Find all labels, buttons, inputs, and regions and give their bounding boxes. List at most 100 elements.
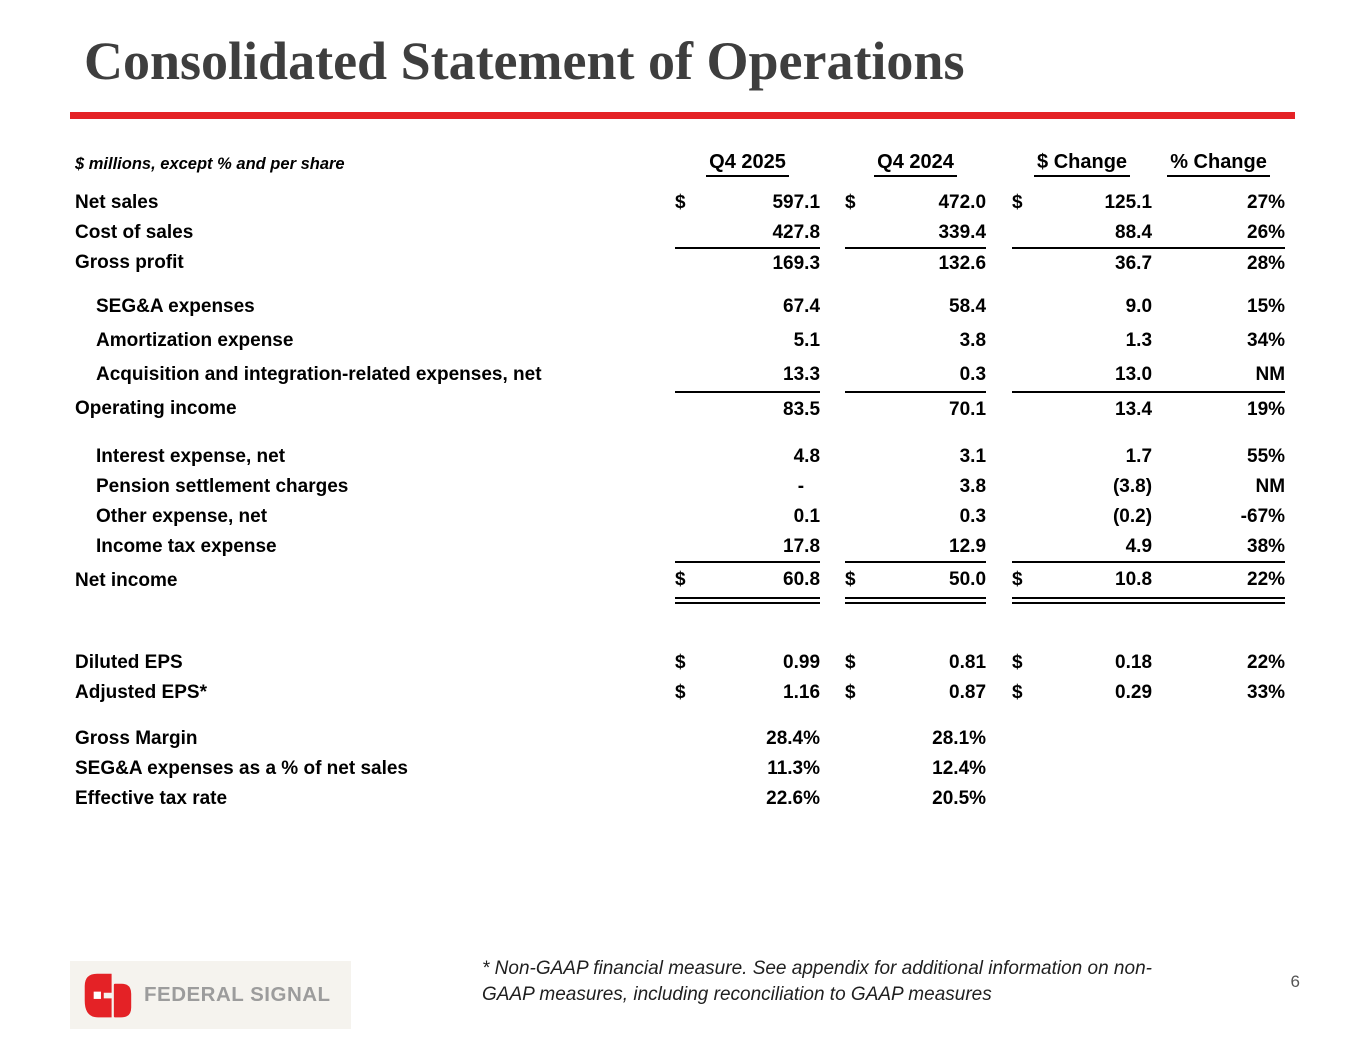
cell-label: Gross profit <box>75 252 184 273</box>
column-header-dollar-change: $ Change <box>1012 140 1152 177</box>
table-row: Effective tax rate 22.6% 20.5% <box>75 784 1285 814</box>
cell-q4-2024-dollar-sign <box>845 532 879 563</box>
cell-label: Pension settlement charges <box>96 476 349 497</box>
column-header-q4-2024: Q4 2024 <box>845 140 986 177</box>
cell-dollar-change-value: 13.0 <box>1045 358 1153 393</box>
cell-percent-change-value: 15% <box>1247 296 1286 317</box>
cell-gap <box>820 290 845 324</box>
cell-q4-2025-value: 5.1 <box>793 330 821 351</box>
page-number: 6 <box>1290 972 1300 991</box>
cell-q4-2024-value: 3.8 <box>959 330 987 351</box>
cell-q4-2024-value: 339.4 <box>878 218 987 249</box>
federal-signal-fs-monogram-icon <box>84 973 132 1018</box>
cell-q4-2025-value: 1.16 <box>783 682 821 703</box>
cell-q4-2024-dollar-sign: $ <box>845 682 856 703</box>
cell-label: Other expense, net <box>96 506 268 527</box>
cell-dollar-change-value: 1.7 <box>1125 446 1153 467</box>
logo-text: FEDERAL SIGNAL <box>144 983 331 1006</box>
cell-gap <box>820 442 845 472</box>
cell-percent-change-value: 34% <box>1247 330 1286 351</box>
cell-dollar-change-dollar-sign <box>1012 442 1045 472</box>
financial-table-wrap: $ millions, except % and per share Q4 20… <box>75 140 1286 814</box>
cell-dollar-change-value: 4.9 <box>1045 532 1153 563</box>
cell-label: Operating income <box>75 398 237 419</box>
cell-gap <box>986 562 1012 600</box>
cell-label: SEG&A expenses <box>96 296 255 317</box>
cell-percent-change-value: 26% <box>1152 218 1286 249</box>
cell-q4-2024-value: 50.0 <box>878 562 987 604</box>
cell-dollar-change-dollar-sign <box>1012 290 1045 324</box>
cell-label: Gross Margin <box>75 728 198 749</box>
cell-gap <box>986 754 1012 784</box>
cell-dollar-change-value: (3.8) <box>1112 476 1153 497</box>
cell-q4-2025-dollar-sign <box>675 218 710 249</box>
cell-q4-2024-value: 132.6 <box>938 252 987 274</box>
cell-q4-2024-value: 0.3 <box>959 506 987 527</box>
cell-q4-2024-dollar-sign <box>845 442 878 472</box>
cell-label: Interest expense, net <box>96 446 286 467</box>
cell-dollar-change-value: 125.1 <box>1104 192 1153 213</box>
cell-q4-2024-value: 12.9 <box>878 532 987 563</box>
cell-dollar-change-dollar-sign <box>1012 358 1046 393</box>
cell-q4-2025-dollar-sign <box>675 472 710 502</box>
cell-gap <box>986 358 1012 392</box>
cell-q4-2024-dollar-sign <box>845 392 878 426</box>
cell-gap <box>986 290 1012 324</box>
cell-dollar-change-dollar-sign <box>1012 248 1045 278</box>
spacer-cell <box>75 278 1285 290</box>
cell-dollar-change-dollar-sign <box>1012 784 1045 814</box>
cell-dollar-change-value: 88.4 <box>1045 218 1153 249</box>
non-gaap-footnote: * Non-GAAP financial measure. See append… <box>482 956 1202 1008</box>
federal-signal-logo: FEDERAL SIGNAL <box>70 961 351 1029</box>
cell-dollar-change-dollar-sign <box>1012 532 1046 563</box>
cell-gap <box>820 248 845 278</box>
cell-q4-2024-value: 472.0 <box>938 192 987 213</box>
cell-gap <box>820 324 845 358</box>
table-row: Net sales $597.1 $472.0 $125.1 27% <box>75 188 1285 218</box>
spacer-row <box>75 708 1285 724</box>
table-row: Gross Margin 28.4% 28.1% <box>75 724 1285 754</box>
cell-dollar-change-dollar-sign: $ <box>1012 652 1023 673</box>
cell-gap <box>820 188 845 218</box>
footnote-line-1: * Non-GAAP financial measure. See append… <box>482 958 1152 979</box>
cell-q4-2024-value: 0.81 <box>949 652 987 673</box>
cell-gap <box>986 502 1012 532</box>
cell-q4-2024-dollar-sign <box>845 324 878 358</box>
cell-q4-2024-value: 3.1 <box>959 446 987 467</box>
cell-q4-2025-value: 83.5 <box>783 398 821 420</box>
column-header-percent-change: % Change <box>1152 140 1285 177</box>
cell-gap <box>820 502 845 532</box>
spacer-row <box>75 600 1285 648</box>
cell-dollar-change-dollar-sign: $ <box>1012 682 1023 703</box>
table-row: Income tax expense 17.8 12.9 4.9 38% <box>75 532 1286 563</box>
cell-label: Adjusted EPS* <box>75 682 207 703</box>
cell-q4-2025-dollar-sign <box>675 290 710 324</box>
cell-q4-2025-value: 22.6% <box>766 788 821 809</box>
cell-q4-2025-dollar-sign <box>675 754 710 784</box>
cell-gap <box>820 754 845 784</box>
cell-percent-change-value: NM <box>1152 358 1286 393</box>
cell-q4-2025-dollar-sign: $ <box>675 682 686 703</box>
financial-table: $ millions, except % and per share Q4 20… <box>75 140 1286 814</box>
cell-gap <box>820 392 845 426</box>
cell-label: Cost of sales <box>75 222 194 243</box>
cell-dollar-change-dollar-sign <box>1012 754 1045 784</box>
cell-q4-2025-value: 427.8 <box>710 218 821 249</box>
cell-q4-2025-dollar-sign: $ <box>675 652 686 673</box>
column-gap <box>820 140 845 174</box>
cell-gap <box>986 324 1012 358</box>
footnote-line-2: GAAP measures, including reconciliation … <box>482 984 992 1005</box>
cell-gap <box>820 562 845 600</box>
table-row: Amortization expense 5.1 3.8 1.3 34% <box>75 324 1285 358</box>
cell-q4-2024-value: 58.4 <box>949 296 987 317</box>
cell-q4-2025-value: 597.1 <box>772 192 821 213</box>
cell-gap <box>986 218 1012 248</box>
cell-gap <box>820 678 845 708</box>
cell-gap <box>986 188 1012 218</box>
cell-percent-change-value: 22% <box>1247 652 1286 673</box>
cell-percent-change-value: 27% <box>1247 192 1286 213</box>
cell-q4-2025-dollar-sign <box>675 248 710 278</box>
cell-percent-change-value: NM <box>1255 476 1286 497</box>
cell-q4-2024-dollar-sign <box>845 248 878 278</box>
cell-dollar-change-value <box>1045 724 1152 754</box>
